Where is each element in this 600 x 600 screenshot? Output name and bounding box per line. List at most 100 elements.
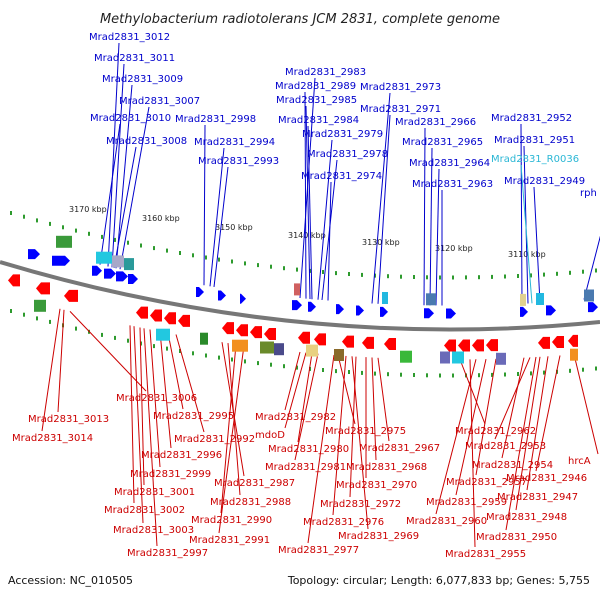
bottom-leader-line bbox=[505, 356, 537, 531]
bottom-leader-line bbox=[294, 353, 319, 461]
top-leader-line bbox=[520, 123, 523, 304]
top-gene-label: Mrad2831_2985 bbox=[276, 95, 357, 106]
reverse-gene bbox=[444, 339, 456, 352]
bottom-leader-line bbox=[332, 355, 347, 516]
scale-tick bbox=[517, 372, 519, 376]
scale-tick bbox=[218, 355, 220, 360]
scale-tick bbox=[36, 316, 38, 321]
top-gene-label: Mrad2831_2952 bbox=[491, 113, 572, 124]
forward-gene bbox=[196, 286, 204, 297]
scale-tick bbox=[400, 372, 402, 377]
forward-gene bbox=[104, 268, 116, 279]
reverse-gene bbox=[264, 327, 276, 340]
bottom-gene-label: Mrad2831_2995 bbox=[153, 411, 234, 422]
forward-gene bbox=[336, 304, 344, 315]
forward-gene bbox=[92, 265, 102, 276]
bottom-leader-line bbox=[284, 351, 301, 411]
bottom-gene-label: Mrad2831_3014 bbox=[12, 433, 93, 444]
bottom-leader-line bbox=[475, 358, 497, 476]
bottom-gene-label: Mrad2831_2968 bbox=[346, 462, 427, 473]
bottom-gene-label: Mrad2831_2950 bbox=[476, 532, 557, 543]
bottom-leader-line bbox=[139, 327, 145, 486]
bottom-gene-label: Mrad2831_2999 bbox=[130, 469, 211, 480]
top-gene-label: Mrad2831_3008 bbox=[106, 136, 187, 147]
bottom-gene-label: Mrad2831_2982 bbox=[255, 412, 336, 423]
scale-tick bbox=[387, 372, 389, 377]
bottom-leader-line bbox=[220, 344, 237, 514]
top-gene-label: Mrad2831_2951 bbox=[494, 135, 575, 146]
feature-block bbox=[34, 299, 46, 312]
scale-tick bbox=[309, 268, 311, 273]
bottom-gene-label: Mrad2831_2992 bbox=[174, 434, 255, 445]
reverse-gene bbox=[222, 322, 234, 335]
bottom-leader-line bbox=[297, 353, 313, 443]
bottom-leader-line bbox=[175, 334, 205, 433]
scale-tick bbox=[75, 228, 77, 233]
feature-block bbox=[536, 293, 544, 305]
scale-tick bbox=[582, 367, 584, 372]
top-gene-label: rph bbox=[580, 188, 597, 199]
top-gene-label: Mrad2831_2964 bbox=[409, 158, 490, 169]
scale-tick bbox=[374, 371, 376, 376]
top-gene-label: Mrad2831_3011 bbox=[94, 53, 175, 64]
scale-tick bbox=[296, 365, 298, 370]
scale-tick bbox=[595, 366, 597, 371]
scale-tick bbox=[452, 275, 454, 280]
top-gene-label: Mrad2831_2994 bbox=[194, 137, 275, 148]
bottom-gene-label: Mrad2831_2990 bbox=[191, 515, 272, 526]
scale-tick bbox=[127, 240, 129, 245]
feature-block bbox=[124, 258, 134, 271]
top-gene-label: Mrad2831_2971 bbox=[360, 104, 441, 115]
bottom-leader-line bbox=[526, 356, 549, 491]
accession-text: Accession: NC_010505 bbox=[8, 574, 134, 587]
scale-tick bbox=[543, 370, 545, 375]
bottom-gene-label: mdoD bbox=[255, 430, 285, 441]
scale-tick bbox=[439, 373, 441, 378]
feature-block bbox=[56, 235, 72, 248]
bottom-gene-label: Mrad2831_2953 bbox=[465, 441, 546, 452]
feature-block bbox=[112, 255, 124, 268]
bottom-gene-label: Mrad2831_3003 bbox=[113, 525, 194, 536]
bottom-leader-line bbox=[501, 357, 525, 459]
feature-block bbox=[400, 350, 412, 363]
forward-gene bbox=[356, 305, 364, 316]
scale-tick bbox=[569, 368, 571, 373]
forward-gene bbox=[218, 290, 226, 301]
scale-tick bbox=[114, 335, 116, 340]
top-leader-line bbox=[429, 147, 433, 306]
forward-gene bbox=[380, 306, 388, 317]
top-gene-label: Mrad2831_2963 bbox=[412, 179, 493, 190]
scale-tick bbox=[101, 332, 103, 337]
reverse-gene bbox=[136, 306, 148, 319]
bottom-gene-label: Mrad2831_2988 bbox=[210, 497, 291, 508]
scale-labels: 3170 kbp 3160 kbp 3150 kbp 3140 kbp 3130 kbp… bbox=[69, 205, 546, 259]
scale-tick bbox=[192, 351, 194, 356]
scale-tick bbox=[465, 275, 467, 280]
scale-tick bbox=[582, 269, 584, 274]
top-gene-label: Mrad2831_3007 bbox=[119, 96, 200, 107]
top-gene-label: Mrad2831_2974 bbox=[301, 171, 382, 182]
genome-summary-text: Topology: circular; Length: 6,077,833 bp… bbox=[287, 574, 590, 587]
forward-gene bbox=[52, 255, 70, 266]
bottom-leader-line bbox=[455, 358, 487, 496]
bottom-gene-label: Mrad2831_2948 bbox=[486, 512, 567, 523]
bottom-leader-line bbox=[133, 326, 144, 524]
reverse-gene bbox=[314, 333, 326, 346]
top-gene-label: Mrad2831_2979 bbox=[302, 129, 383, 140]
bottom-gene-label: Mrad2831_2946 bbox=[506, 473, 587, 484]
scale-tick bbox=[205, 255, 207, 260]
scale-tick bbox=[439, 275, 441, 280]
reverse-gene bbox=[538, 336, 550, 349]
scale-tick bbox=[140, 341, 142, 346]
bottom-gene-label: Mrad2831_2987 bbox=[214, 478, 295, 489]
top-leader-line bbox=[213, 166, 229, 287]
top-gene-label: Mrad2831_2998 bbox=[175, 114, 256, 125]
feature-block bbox=[96, 251, 112, 264]
bottom-gene-label: Mrad2831_3001 bbox=[114, 487, 195, 498]
top-gene-label: Mrad2831_2966 bbox=[395, 117, 476, 128]
top-leader-line bbox=[113, 146, 137, 268]
bottom-gene-label: Mrad2831_2997 bbox=[127, 548, 208, 559]
top-gene-label: Mrad2831_2973 bbox=[360, 82, 441, 93]
bottom-gene-label: Mrad2831_2962 bbox=[455, 426, 536, 437]
